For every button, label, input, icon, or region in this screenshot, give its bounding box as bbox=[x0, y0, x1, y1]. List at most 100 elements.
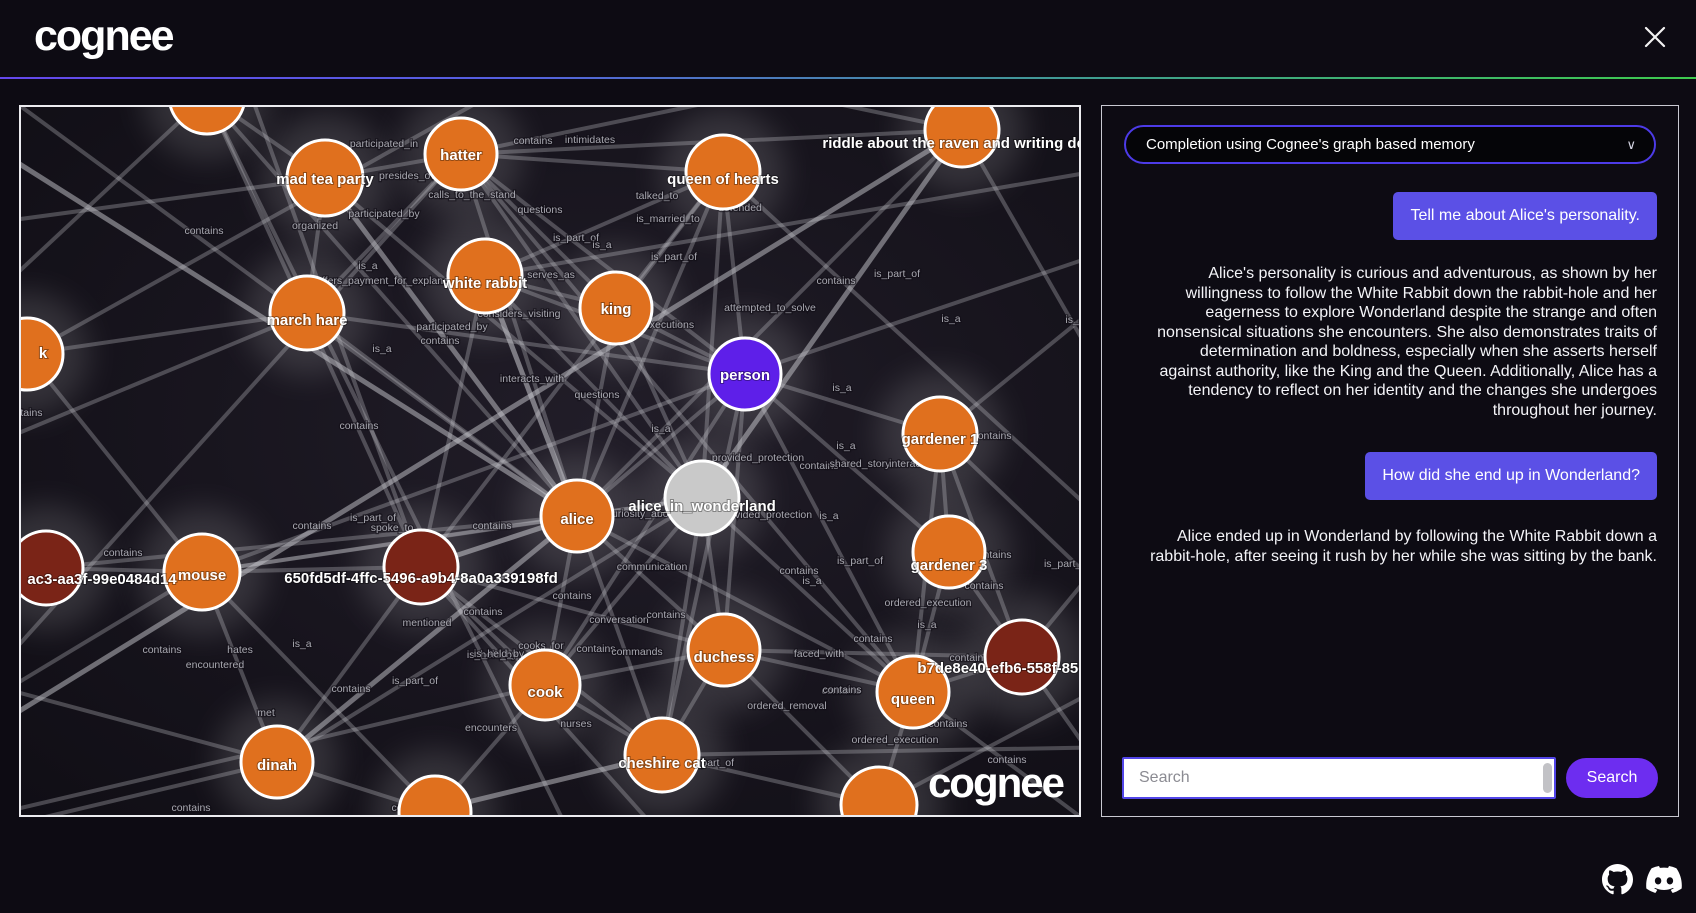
graph-edge bbox=[26, 107, 474, 356]
graph-node-dinah[interactable] bbox=[239, 724, 315, 800]
graph-node-cook[interactable] bbox=[508, 648, 582, 722]
edge-label: executions bbox=[644, 319, 694, 331]
graph-edge bbox=[21, 691, 278, 764]
node-label-hash_left: ac3-aa3f-99e0484d14 bbox=[27, 571, 177, 588]
edge-label: is_held_by bbox=[467, 649, 518, 661]
graph-node-person[interactable] bbox=[707, 336, 783, 412]
graph-node-hash_b7[interactable] bbox=[983, 618, 1061, 696]
graph-node-gardener1[interactable] bbox=[901, 395, 979, 473]
edge-label: organized bbox=[292, 220, 338, 232]
knowledge-graph-canvas[interactable]: participated_in contains intimidates presid… bbox=[19, 105, 1081, 817]
edge-label: commands bbox=[611, 646, 662, 658]
edge-label: calls_to_the_stand bbox=[428, 189, 516, 201]
graph-node-aiw[interactable] bbox=[663, 459, 741, 537]
edge-label: contains bbox=[420, 335, 459, 347]
edge-label: attempted_to_solve bbox=[724, 302, 816, 314]
edge-label: ordered_execution bbox=[852, 734, 939, 746]
user-message-button[interactable]: How did she end up in Wonderland? bbox=[1365, 452, 1657, 500]
graph-node-alice[interactable] bbox=[539, 478, 615, 554]
graph-node-duchess[interactable] bbox=[686, 612, 762, 688]
edge-label: curiosity_about bbox=[607, 508, 678, 520]
edge-label: contains bbox=[463, 606, 502, 618]
node-label-march_hare: march hare bbox=[267, 312, 348, 329]
edge-label: is_married_to bbox=[636, 213, 700, 225]
completion-panel: Completion using Cognee's graph based me… bbox=[1101, 105, 1679, 817]
graph-node-mouse[interactable] bbox=[162, 532, 242, 612]
edge-label: is_a bbox=[651, 423, 670, 435]
user-message-button[interactable]: Tell me about Alice's personality. bbox=[1393, 192, 1657, 240]
edge-label: is_a bbox=[372, 343, 391, 355]
node-label-king: king bbox=[601, 301, 632, 318]
graph-edge bbox=[275, 514, 579, 764]
search-input[interactable] bbox=[1122, 757, 1556, 799]
edge-label: is_a bbox=[802, 575, 821, 587]
edge-label: contains bbox=[821, 685, 860, 697]
edge-label: is_a bbox=[941, 313, 960, 325]
edge-label: contains bbox=[142, 644, 181, 656]
graph-edge bbox=[323, 176, 704, 500]
edge-label: intimidates bbox=[565, 134, 615, 146]
node-label-hatter: hatter bbox=[440, 147, 482, 164]
chevron-down-icon: ∨ bbox=[1626, 136, 1636, 152]
input-scrollbar[interactable] bbox=[1543, 763, 1552, 793]
close-icon[interactable] bbox=[1642, 24, 1668, 50]
graph-node-mad_tea_party[interactable] bbox=[285, 138, 365, 218]
edge-label: contains bbox=[552, 590, 591, 602]
graph-edge bbox=[661, 745, 1079, 757]
edge-label: is_a bbox=[292, 638, 311, 650]
graph-node-queen[interactable] bbox=[875, 654, 951, 730]
edge-label: is_a bbox=[819, 510, 838, 522]
edge-label: faced_with bbox=[794, 648, 844, 660]
graph-node-hash_left[interactable] bbox=[21, 529, 85, 607]
node-label-cheshire: cheshire cat bbox=[618, 755, 706, 772]
graph-edge bbox=[275, 496, 704, 764]
edge-label: is_part_of bbox=[553, 232, 599, 244]
graph-edge bbox=[484, 170, 724, 278]
search-button[interactable]: Search bbox=[1566, 758, 1658, 798]
graph-node-stub_top[interactable] bbox=[169, 107, 245, 136]
graph-node-white_rabbit[interactable] bbox=[446, 237, 524, 315]
edge-label: is_held_by bbox=[474, 648, 525, 660]
edge-label: communication bbox=[617, 561, 688, 573]
graph-node-cheshire[interactable] bbox=[623, 716, 701, 794]
edge-label: interacts_with bbox=[500, 373, 564, 385]
graph-edge bbox=[483, 274, 704, 500]
node-label-cook: cook bbox=[527, 684, 563, 701]
edge-label: participated_by bbox=[348, 208, 420, 220]
graph-edge bbox=[660, 373, 747, 756]
graph-edge bbox=[21, 127, 964, 713]
graph-node-riddle[interactable] bbox=[923, 107, 1001, 169]
graph-node-hatter[interactable] bbox=[423, 116, 499, 192]
discord-icon[interactable] bbox=[1646, 866, 1682, 898]
graph-edge bbox=[960, 129, 1079, 338]
graph-edge bbox=[459, 153, 579, 517]
graph-node-k_node[interactable] bbox=[21, 316, 65, 392]
header-divider bbox=[0, 77, 1696, 79]
edge-label: contains bbox=[576, 643, 615, 655]
graph-node-bottom1[interactable] bbox=[839, 765, 919, 815]
graph-edge bbox=[45, 514, 578, 570]
node-label-hash_b7: b7de8e40-efb6-558f-85da-63b bbox=[917, 660, 1079, 677]
graph-node-king[interactable] bbox=[578, 270, 654, 346]
graph-edge bbox=[743, 372, 951, 554]
graph-node-gardener3[interactable] bbox=[911, 514, 987, 590]
memory-mode-select[interactable]: Completion using Cognee's graph based me… bbox=[1124, 125, 1656, 164]
graph-edge bbox=[420, 565, 725, 652]
graph-node-hash_650[interactable] bbox=[382, 528, 460, 606]
edge-label: is_part_of bbox=[392, 675, 438, 687]
graph-node-bottom2[interactable] bbox=[397, 774, 473, 815]
github-icon[interactable] bbox=[1602, 864, 1633, 900]
edge-label: is_part_of bbox=[1044, 558, 1079, 570]
edge-label: shared_story bbox=[830, 458, 891, 470]
node-label-white_rabbit: white rabbit bbox=[442, 275, 527, 292]
graph-edge bbox=[543, 496, 704, 687]
graph-edge bbox=[201, 496, 703, 574]
node-label-riddle: riddle about the raven and writing desk bbox=[822, 135, 1079, 152]
graph-edge bbox=[275, 565, 423, 764]
graph-node-queen_of_hearts[interactable] bbox=[684, 133, 762, 211]
edge-label: contains bbox=[853, 633, 892, 645]
graph-edge bbox=[575, 128, 964, 518]
graph-edge bbox=[484, 172, 1079, 278]
graph-edge bbox=[305, 311, 579, 518]
graph-node-march_hare[interactable] bbox=[268, 274, 346, 352]
